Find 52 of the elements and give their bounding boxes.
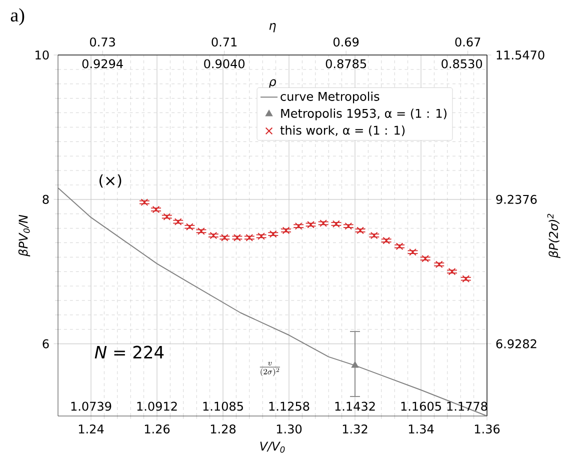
point xyxy=(152,206,160,214)
annotation: (×) xyxy=(99,174,122,188)
annotation: 0.8785 xyxy=(326,59,366,68)
x-axis-title: V/V$_{0}$ xyxy=(260,442,285,453)
annotation: 1.0912 xyxy=(137,402,177,411)
x2-tick-label: 0.71 xyxy=(212,37,237,47)
x-tick-label: 1.36 xyxy=(474,424,500,434)
point xyxy=(448,268,456,276)
point xyxy=(140,198,148,206)
x-tick-label: 1.34 xyxy=(408,424,434,434)
chart-title: a) xyxy=(10,8,24,26)
annotation: N = 224 xyxy=(94,346,164,358)
point xyxy=(396,242,404,250)
y-tick-label: 10 xyxy=(36,50,49,60)
annotation: 1.1258 xyxy=(269,402,310,411)
point xyxy=(320,220,327,227)
annotation: 1.1432 xyxy=(335,402,375,411)
annotation: 0.9040 xyxy=(204,59,245,68)
point xyxy=(409,248,416,256)
point xyxy=(370,232,378,240)
y2-axis-title: βP(2σ)$^{2}$ xyxy=(547,214,560,258)
y2-tick-label: 6.9282 xyxy=(496,339,536,348)
x-tick-label: 1.32 xyxy=(342,424,368,434)
x-tick-label: 1.30 xyxy=(276,424,302,434)
annotation: $\frac{v}{(2\sigma)^{2}}$ xyxy=(260,362,280,376)
x-tick-label: 1.24 xyxy=(78,424,104,434)
y-tick-label: 8 xyxy=(42,194,49,204)
legend-label: this work, α = (1 : 1) xyxy=(280,125,405,136)
x2-tick-label: 0.73 xyxy=(90,37,115,47)
legend-label: curve Metropolis xyxy=(280,92,380,104)
annotation: 1.1085 xyxy=(203,402,243,411)
annotation: 0.9294 xyxy=(82,59,123,68)
annotation: 0.8530 xyxy=(442,59,482,68)
point xyxy=(382,236,390,244)
legend-label: Metropolis 1953, α = (1 : 1) xyxy=(281,108,446,120)
point xyxy=(422,254,429,262)
y-tick-label: 6 xyxy=(42,339,49,348)
y-axis-title: βPV$_{0}$/N xyxy=(18,214,30,256)
x2-axis-title: η xyxy=(269,23,276,32)
point xyxy=(351,361,359,368)
x-tick-label: 1.28 xyxy=(210,424,236,434)
point xyxy=(435,260,443,268)
y2-tick-label: 11.5470 xyxy=(496,50,544,60)
y2-tick-label: 9.2376 xyxy=(496,194,537,204)
x2-tick-label: 0.67 xyxy=(455,37,480,47)
x2-tick-label: 0.69 xyxy=(334,37,359,47)
annotation: ρ xyxy=(268,79,276,88)
point xyxy=(462,275,470,282)
x-tick-label: 1.26 xyxy=(144,424,170,434)
annotation: 1.0739 xyxy=(71,402,112,411)
point xyxy=(282,226,290,234)
annotation: 1.1605 xyxy=(401,402,441,411)
